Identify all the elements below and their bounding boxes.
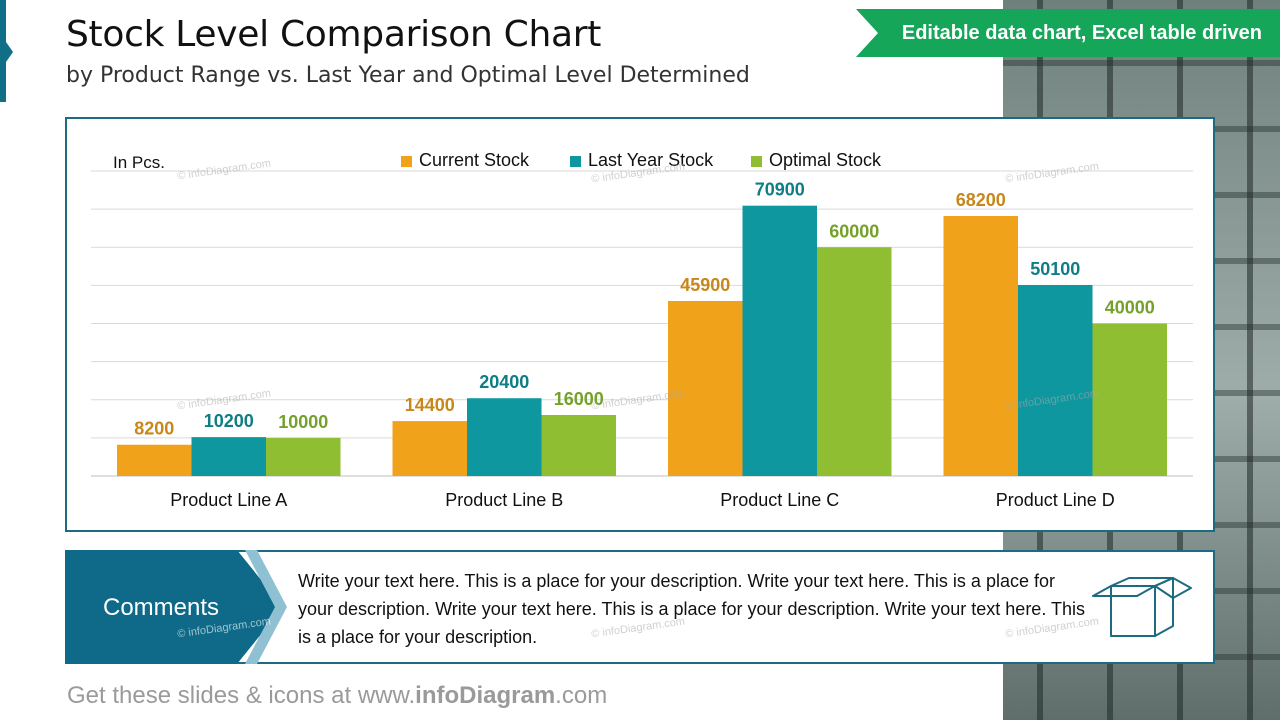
category-label: Product Line C: [720, 490, 839, 510]
category-label: Product Line A: [170, 490, 287, 510]
data-label: 45900: [680, 275, 730, 295]
footer-link[interactable]: Get these slides & icons at www.infoDiag…: [67, 682, 607, 710]
legend-label: Optimal Stock: [769, 150, 882, 170]
category-label: Product Line B: [445, 490, 563, 510]
bar: [943, 215, 1018, 477]
data-label: 20400: [479, 372, 529, 392]
bar: [742, 205, 817, 476]
unit-label: In Pcs.: [113, 153, 165, 172]
bar: [392, 421, 467, 476]
comments-tab: [65, 550, 283, 664]
data-label: 8200: [134, 419, 174, 439]
editable-banner: Editable data chart, Excel table driven: [856, 9, 1280, 57]
editable-banner-text: Editable data chart, Excel table driven: [901, 21, 1262, 44]
bar: [467, 398, 542, 476]
data-label: 68200: [956, 190, 1006, 210]
legend-swatch: [570, 156, 581, 167]
open-box-icon: [1092, 577, 1192, 637]
data-label: 60000: [829, 221, 879, 241]
data-label: 40000: [1105, 298, 1155, 318]
left-accent-bar: [0, 0, 6, 102]
comments-label: Comments: [103, 594, 220, 621]
comments-panel: Comments Write your text here. This is a…: [65, 550, 1215, 664]
data-label: 10200: [204, 411, 254, 431]
bar: [266, 437, 341, 476]
footer-brand: infoDiagram: [415, 682, 556, 709]
bar: [1018, 284, 1093, 476]
data-label: 70900: [755, 180, 805, 200]
bar: [117, 444, 192, 476]
bar-chart: In Pcs. Current Stock Last Year Stock Optim…: [91, 150, 1193, 510]
page-title: Stock Level Comparison Chart: [66, 14, 602, 55]
legend-label: Last Year Stock: [588, 150, 714, 170]
footer-suffix: .com: [555, 682, 608, 709]
legend-label: Current Stock: [419, 150, 530, 170]
data-label: 10000: [278, 412, 328, 432]
bar: [668, 301, 743, 476]
data-label: 16000: [554, 389, 604, 409]
chart-panel: In Pcs. Current Stock Last Year Stock Optim…: [65, 117, 1215, 532]
bar: [191, 437, 266, 476]
category-label: Product Line D: [996, 490, 1115, 510]
bar: [541, 415, 616, 476]
legend-swatch: [401, 156, 412, 167]
left-accent-notch: [6, 42, 13, 62]
bar: [1092, 323, 1167, 476]
data-label: 14400: [405, 395, 455, 415]
legend-swatch: [751, 156, 762, 167]
comments-text: Write your text here. This is a place fo…: [298, 571, 1085, 647]
data-label: 50100: [1030, 259, 1080, 279]
footer-prefix: Get these slides & icons at www.: [67, 682, 416, 709]
page-subtitle: by Product Range vs. Last Year and Optim…: [66, 63, 750, 88]
bar: [817, 247, 892, 476]
